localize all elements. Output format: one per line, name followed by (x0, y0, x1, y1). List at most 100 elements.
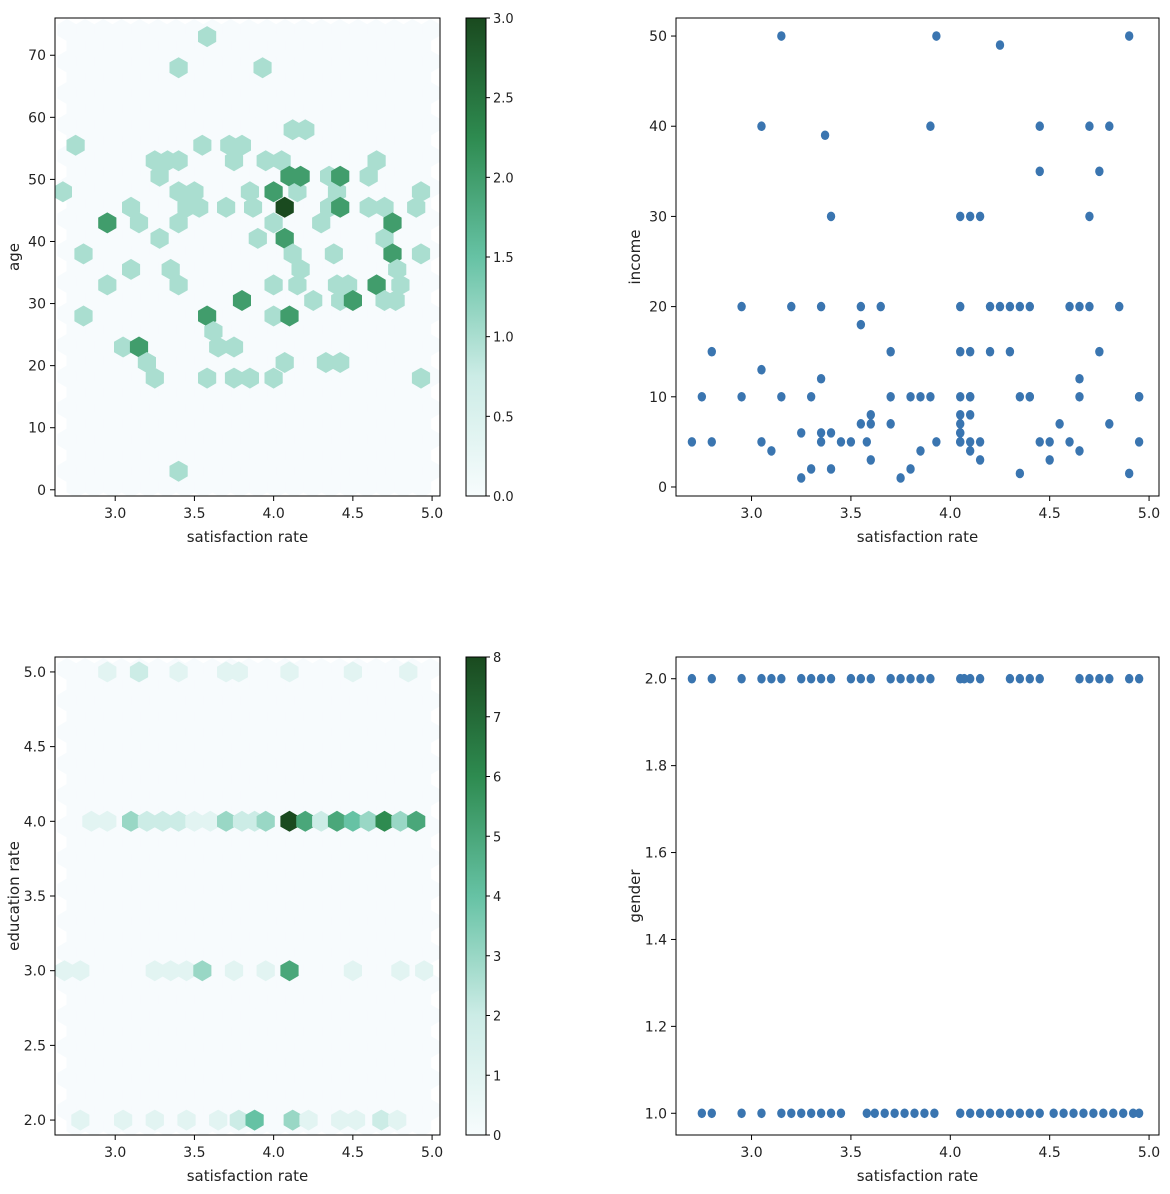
scatter-point (1065, 301, 1074, 312)
scatter-point (1095, 673, 1104, 684)
hex-cell (193, 960, 212, 982)
hex-cell (280, 305, 299, 327)
hex-cell (280, 960, 299, 982)
colorbar (465, 17, 487, 497)
hex-cell (169, 810, 188, 832)
scatter-point (1079, 1108, 1088, 1119)
hex-cell (331, 196, 350, 218)
scatter-point (1059, 1108, 1068, 1119)
scatter-point (820, 130, 830, 141)
hex-cell (224, 336, 244, 358)
hex-cell (98, 212, 117, 234)
scatter-point (985, 1108, 995, 1119)
scatter-point (1025, 301, 1035, 312)
hex-cell (343, 960, 362, 982)
hex-cell (275, 227, 294, 249)
hex-cell (98, 274, 117, 296)
scatter-point (956, 1108, 965, 1119)
empty-hex (84, 475, 104, 496)
colorbar (465, 656, 487, 1136)
scatter-point (816, 1108, 826, 1119)
y-tick-label: 40 (28, 234, 46, 250)
scatter-point (806, 391, 816, 402)
y-tick-label: 1.8 (645, 759, 667, 775)
scatter-point (920, 1108, 929, 1119)
x-tick-label: 5.0 (1138, 1145, 1160, 1161)
empty-hex (357, 475, 377, 496)
hex-cell (391, 810, 410, 832)
scatter-point (816, 373, 826, 384)
hex-cell (331, 1109, 350, 1131)
hex-cell (359, 196, 378, 218)
hex-cell (375, 810, 394, 832)
scatter-point (826, 428, 836, 438)
scatter-point (956, 346, 965, 357)
y-tick-label: 30 (28, 297, 46, 313)
scatter-point (826, 211, 836, 222)
plot-area (55, 657, 440, 1135)
scatter-point (906, 673, 915, 684)
scatter-point (956, 211, 965, 222)
scatter-point (1105, 419, 1114, 429)
scatter-point (1025, 673, 1035, 684)
hex-cell (55, 181, 72, 203)
hex-cell (343, 810, 362, 832)
scatter-point (1015, 468, 1025, 479)
colorbar-tick-label: 7 (493, 711, 501, 726)
hex-cell (280, 661, 299, 683)
scatter-point (896, 473, 905, 483)
scatter-point (846, 673, 856, 684)
hex-cell (129, 661, 149, 683)
hex-cell (66, 134, 85, 156)
y-axis-label: income (626, 230, 644, 285)
hex-cell (359, 165, 378, 187)
hex-cell (114, 1109, 133, 1131)
hex-cell (169, 150, 188, 172)
hex-cell (209, 1109, 228, 1131)
x-tick-label: 5.0 (1138, 506, 1160, 522)
colorbar-tick-label: 1.0 (493, 331, 514, 346)
y-tick-label: 5.0 (24, 665, 46, 681)
colorbar-tick-label: 2.0 (493, 171, 514, 186)
hex-cell (185, 810, 204, 832)
scatter-point (960, 673, 969, 684)
hex-cell (224, 960, 244, 982)
x-tick-label: 5.0 (421, 1145, 443, 1161)
scatter-point (767, 673, 776, 684)
hex-cell (177, 1109, 196, 1131)
scatter-point (816, 673, 826, 684)
panel-age-hexbin: 0.0 0.5 1.0 1.5 2.0 2.5 3.0 3.0 3.5 4.0 4.5 5.0 0 10 2… (5, 12, 514, 546)
y-tick-label: 1.0 (645, 1106, 667, 1122)
scatter-point (1035, 437, 1044, 447)
scatter-point (737, 391, 746, 402)
scatter-point (836, 1108, 846, 1119)
hex-cell (193, 134, 212, 156)
hex-cell (224, 367, 244, 389)
scatter-point (737, 673, 746, 684)
hex-cell (375, 227, 394, 249)
hex-cell (169, 57, 188, 79)
hex-cell (367, 274, 386, 296)
hex-cell (161, 960, 180, 982)
colorbar-tick-label: 2 (493, 1010, 501, 1025)
hex-cell (129, 336, 149, 358)
y-tick-label: 50 (28, 172, 46, 188)
scatter-point (886, 346, 895, 357)
empty-hex (321, 475, 341, 496)
scatter-point (1105, 121, 1114, 132)
scatter-point (1075, 391, 1084, 402)
scatter-point (1124, 468, 1134, 479)
scatter-point (846, 437, 856, 447)
scatter-point (1115, 301, 1124, 312)
panel-gender-scatter: 3.0 3.5 4.0 4.5 5.0 1.0 1.2 1.4 1.6 1.8 2.0 satisfa… (626, 656, 1160, 1185)
hex-cell (399, 661, 418, 683)
y-tick-label: 60 (28, 110, 46, 126)
scatter-point (757, 121, 766, 132)
hex-cell (415, 960, 434, 982)
y-axis-label: education rate (5, 841, 23, 951)
scatter-point (916, 673, 925, 684)
colorbar-tick-label: 1.5 (493, 251, 514, 266)
x-tick-label: 4.0 (939, 506, 961, 522)
x-tick-label: 3.0 (740, 1145, 762, 1161)
hex-cell (248, 227, 267, 249)
